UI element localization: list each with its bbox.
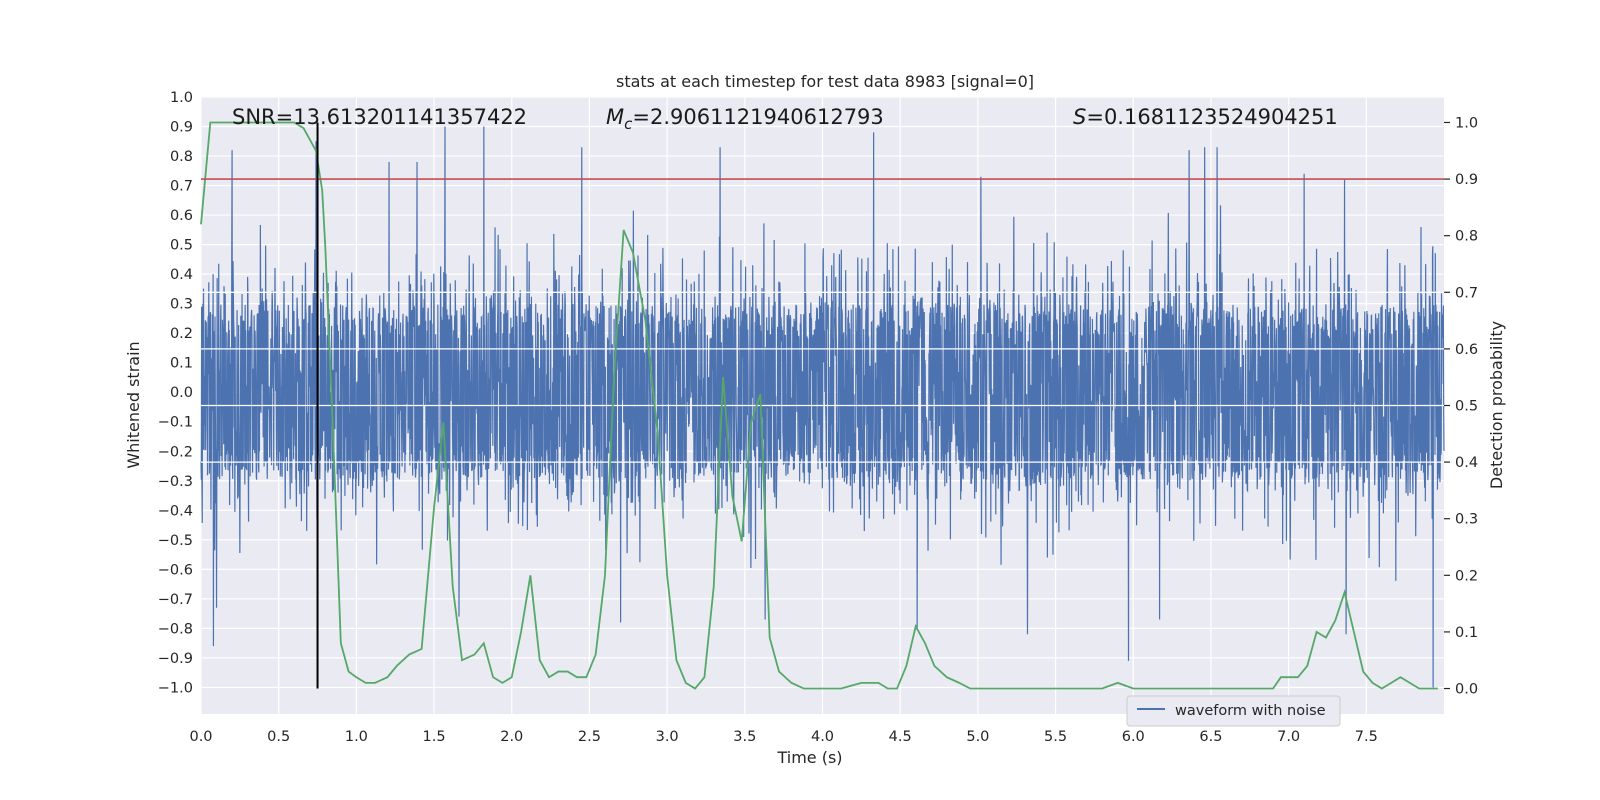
x-tick-label: 3.0 — [656, 729, 679, 745]
x-tick-label: 1.0 — [345, 729, 368, 745]
y-right-tick-label: 0.8 — [1455, 229, 1478, 245]
x-tick-label: 7.5 — [1355, 729, 1378, 745]
y-left-tick-label: 0.1 — [170, 356, 193, 372]
chirp-mass-value: =2.9061121940612793 — [632, 105, 883, 129]
y-left-tick-label: 0.4 — [170, 267, 193, 283]
y-right-tick-label: 0.7 — [1455, 285, 1478, 301]
y-right-tick-label: 0.6 — [1455, 342, 1478, 358]
chirp-mass-symbol: M — [606, 105, 624, 129]
y-right-tick-label: 1.0 — [1455, 115, 1478, 131]
y-left-tick-label: 0.8 — [170, 149, 193, 165]
y-left-tick-label: −1.0 — [158, 680, 193, 696]
probability-series — [200, 121, 1444, 690]
y-left-tick-label: 0.3 — [170, 297, 193, 313]
x-tick-label: 0.5 — [267, 729, 290, 745]
x-tick-label: 4.0 — [811, 729, 834, 745]
probability-line — [200, 121, 1438, 690]
y-left-tick-label: −0.5 — [158, 533, 193, 549]
y-left-tick-label: 0.0 — [170, 385, 193, 401]
y-right-tick-label: 0.1 — [1455, 625, 1478, 641]
s-symbol: S — [1073, 105, 1086, 129]
y-left-tick-label: 0.7 — [170, 179, 193, 195]
overlay-lines — [201, 122, 1444, 689]
y-left-tick-label: −0.1 — [158, 415, 193, 431]
chirp-mass-annotation: Mc=2.9061121940612793 — [606, 105, 884, 133]
x-tick-label: 6.0 — [1122, 729, 1145, 745]
x-tick-label: 7.0 — [1277, 729, 1300, 745]
s-value: =0.1681123524904251 — [1086, 105, 1337, 129]
x-tick-label: 0.0 — [189, 729, 212, 745]
x-tick-label: 3.5 — [733, 729, 756, 745]
chirp-mass-subscript: c — [624, 115, 633, 133]
y-left-tick-label: −0.2 — [158, 444, 193, 460]
y-left-tick-label: 0.2 — [170, 326, 193, 342]
x-tick-label: 5.5 — [1044, 729, 1067, 745]
y-left-tick-label: −0.7 — [158, 592, 193, 608]
y-axis-right-label: Detection probability — [1487, 321, 1506, 489]
y-left-tick-label: 0.6 — [170, 208, 193, 224]
x-tick-label: 5.0 — [966, 729, 989, 745]
y-left-tick-label: 1.0 — [170, 90, 193, 106]
x-tick-label: 1.5 — [423, 729, 446, 745]
y-right-tick-label: 0.3 — [1455, 512, 1478, 528]
y-left-tick-label: −0.8 — [158, 621, 193, 637]
waveform-line — [200, 126, 1445, 688]
y-left-tick-label: 0.5 — [170, 238, 193, 254]
y-right-tick-label: 0.2 — [1455, 568, 1478, 584]
y-axis-left: 1.0 0.9 0.8 0.7 0.6 0.5 0.4 0.3 0.2 0.1 0.0 −0.1 −0.… — [158, 90, 193, 696]
x-axis-label: Time (s) — [776, 748, 842, 767]
y-left-tick-label: −0.3 — [158, 474, 193, 490]
chart-title: stats at each timestep for test data 898… — [616, 72, 1034, 91]
legend-box — [1126, 695, 1341, 727]
legend: waveform with noise — [1126, 695, 1341, 727]
x-tick-label: 6.5 — [1199, 729, 1222, 745]
y-right-tick-label: 0.0 — [1455, 682, 1478, 698]
x-tick-label: 2.0 — [500, 729, 523, 745]
y-left-tick-label: −0.4 — [158, 503, 193, 519]
waveform-series — [200, 126, 1445, 688]
y-left-tick-label: −0.6 — [158, 562, 193, 578]
legend-label: waveform with noise — [1175, 703, 1326, 719]
y-right-tick-label: 0.9 — [1455, 172, 1478, 188]
y-left-tick-label: −0.9 — [158, 651, 193, 667]
x-tick-label: 4.5 — [889, 729, 912, 745]
y-axis-left-label: Whitened strain — [124, 341, 143, 468]
x-tick-label: 2.5 — [578, 729, 601, 745]
y-right-tick-label: 0.5 — [1455, 399, 1478, 415]
y-left-tick-label: 0.9 — [170, 120, 193, 136]
y-axis-right: 1.0 0.9 0.8 0.7 0.6 0.5 0.4 0.3 0.2 0.1 0.0 — [1444, 115, 1478, 698]
x-axis: 0.0 0.5 1.0 1.5 2.0 2.5 3.0 3.5 4.0 4.5 5.0 5.5 6.0 6… — [189, 729, 1377, 745]
s-annotation: S=0.1681123524904251 — [1073, 105, 1338, 129]
snr-annotation: SNR=13.613201141357422 — [232, 105, 527, 129]
y-right-tick-label: 0.4 — [1455, 455, 1478, 471]
